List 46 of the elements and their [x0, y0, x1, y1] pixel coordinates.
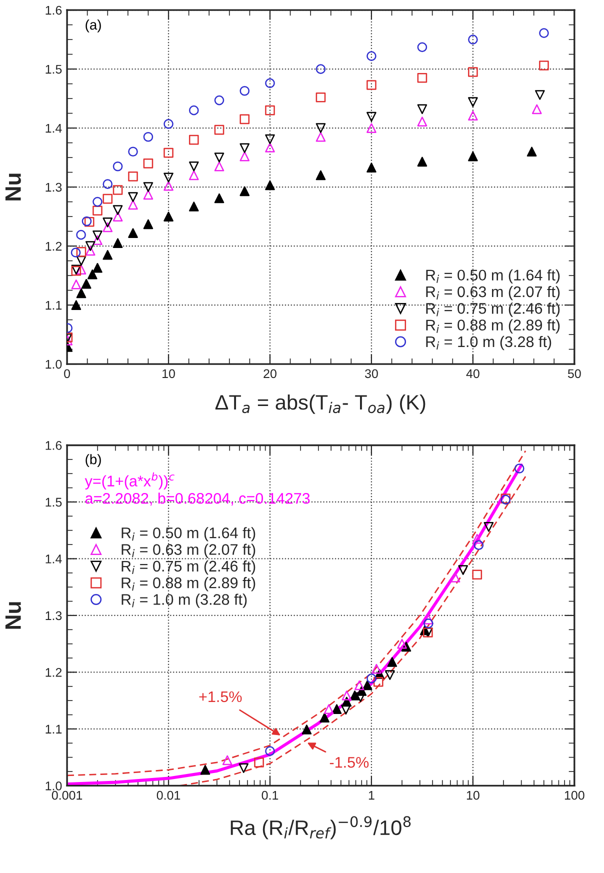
y-tick-label: 1.5 — [46, 498, 62, 507]
legend-label: R$_{i}$ = 0.75 m (2.46 ft) — [122, 560, 256, 575]
y-axis-title: Nu — [5, 174, 21, 200]
x-tick-label: 40 — [466, 369, 480, 378]
legend-label: R$_{i}$ = 1.0 m (3.28 ft) — [426, 336, 552, 350]
y-tick-label: 1.5 — [46, 64, 62, 74]
annotation: (a) — [86, 19, 101, 32]
legend-label: R$_{i}$ = 0.63 m (2.07 ft) — [426, 286, 560, 300]
y-axis-title: Nu — [5, 602, 21, 629]
annotation: +1.5% — [199, 691, 242, 702]
x-tick-label: 0.001 — [52, 790, 82, 800]
legend-label: R$_{i}$ = 0.75 m (2.46 ft) — [426, 302, 560, 317]
y-tick-label: 1.1 — [46, 724, 62, 734]
annotation: y=(1+(a*x$^{b}$))$^{c}$ — [84, 472, 174, 490]
y-tick-label: 1.3 — [46, 182, 62, 192]
y-tick-label: 1.6 — [46, 441, 62, 450]
x-tick-label: 0 — [64, 369, 70, 378]
x-tick-label: 30 — [364, 369, 378, 378]
y-tick-label: 1.1 — [46, 300, 62, 310]
y-tick-label: 1.2 — [46, 668, 62, 677]
y-tick-label: 1.0 — [46, 782, 62, 790]
x-tick-label: 100 — [564, 790, 584, 800]
y-tick-label: 1.0 — [46, 360, 62, 369]
x-tick-label: 50 — [568, 369, 581, 378]
x-axis-title: ΔT$_{a}$ = abs(T$_{ia}$- T$_{oa}$) (K) — [215, 394, 426, 414]
legend-label: R$_{i}$ = 0.63 m (2.07 ft) — [122, 544, 256, 558]
annotation: (b) — [86, 454, 101, 468]
x-tick-label: 0.01 — [156, 790, 180, 800]
x-tick-label: 10 — [162, 369, 175, 378]
x-tick-label: 1 — [368, 791, 374, 800]
y-tick-label: 1.2 — [46, 242, 62, 251]
y-tick-label: 1.4 — [46, 554, 62, 564]
legend-label: R$_{i}$ = 0.88 m (2.89 ft) — [122, 577, 256, 592]
legend-label: R$_{i}$ = 1.0 m (3.28 ft) — [122, 594, 247, 608]
y-tick-label: 1.6 — [46, 6, 62, 15]
y-tick-label: 1.4 — [46, 124, 62, 133]
x-tick-label: 20 — [264, 369, 276, 378]
annotation: a=2.2082, b=0.68204, c=0.14273 — [85, 492, 310, 506]
y-tick-label: 1.3 — [46, 611, 62, 620]
legend-label: R$_{i}$ = 0.88 m (2.89 ft) — [426, 319, 560, 334]
legend-label: R$_{i}$ = 0.50 m (1.64 ft) — [122, 527, 256, 542]
legend-label: R$_{i}$ = 0.50 m (1.64 ft) — [426, 269, 560, 284]
x-tick-label: 0.1 — [262, 790, 278, 800]
x-tick-label: 10 — [466, 790, 480, 800]
x-axis-title: Ra (R$_{i}$/R$_{ref}$)$^{−0.9}$/10$^{8}$ — [230, 816, 411, 840]
annotation: -1.5% — [330, 757, 369, 768]
